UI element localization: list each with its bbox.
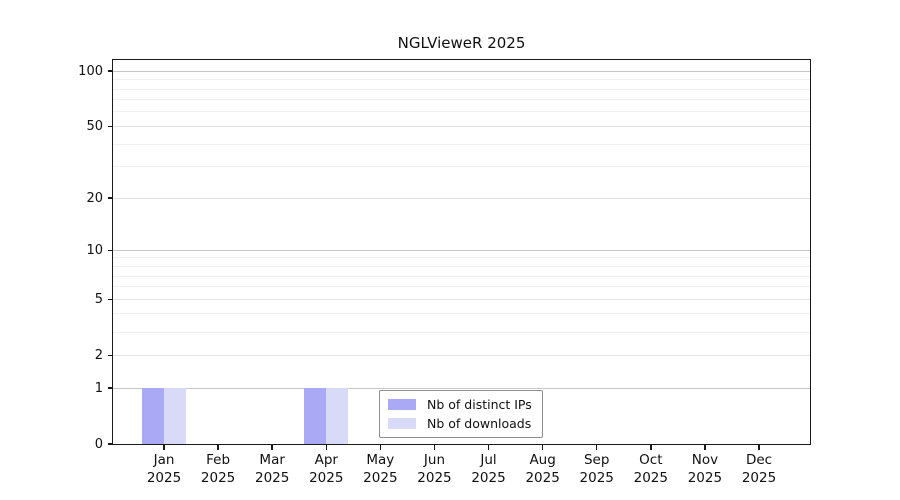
y-gridline-2 (113, 354, 810, 356)
x-label-year-mar: 2025 (254, 469, 290, 486)
y-tick-label-100: 100 (78, 63, 103, 79)
x-tick-sep (595, 445, 598, 450)
x-label-month-sep: Sep (583, 452, 610, 468)
y-gridline-1 (113, 387, 810, 389)
y-tick-50 (108, 125, 113, 128)
y-gridline-6 (113, 286, 810, 288)
x-label-jun: Jun 2025 (404, 452, 464, 487)
legend-row-distinct-ips: Nb of distinct IPs (388, 396, 532, 412)
y-tick-100 (108, 70, 113, 72)
x-label-month-jul: Jul (480, 452, 497, 468)
y-gridline-9 (113, 257, 810, 259)
x-tick-may (379, 445, 382, 450)
y-gridline-40 (113, 143, 810, 145)
y-gridline-30 (113, 166, 810, 168)
x-label-oct: Oct 2025 (621, 452, 681, 487)
y-tick-label-5: 5 (94, 291, 103, 307)
x-label-month-apr: Apr (314, 452, 338, 468)
legend-label-downloads: Nb of downloads (427, 415, 532, 431)
x-label-year-jun: 2025 (417, 469, 452, 486)
x-tick-aug (541, 445, 544, 450)
x-label-mar: Mar 2025 (242, 452, 302, 487)
x-tick-mar (271, 445, 273, 450)
y-gridline-80 (113, 88, 810, 90)
legend-swatch-downloads (388, 417, 416, 429)
x-label-month-jan: Jan (153, 452, 175, 468)
x-tick-nov (704, 445, 706, 450)
y-tick-label-50: 50 (86, 118, 103, 134)
x-label-year-jan: 2025 (146, 469, 182, 486)
x-label-year-oct: 2025 (633, 469, 668, 486)
legend-label-distinct-ips: Nb of distinct IPs (427, 396, 532, 412)
x-label-month-feb: Feb (206, 452, 231, 468)
x-label-month-aug: Aug (529, 452, 556, 468)
x-label-year-nov: 2025 (687, 469, 723, 486)
y-tick-label-20: 20 (86, 190, 103, 206)
x-label-feb: Feb 2025 (188, 452, 248, 487)
y-gridline-70 (113, 99, 810, 101)
x-label-year-apr: 2025 (309, 469, 344, 486)
x-label-year-aug: 2025 (525, 469, 560, 486)
x-tick-dec (758, 445, 760, 450)
x-tick-apr (325, 445, 328, 450)
y-tick-1 (108, 387, 113, 389)
x-label-nov: Nov 2025 (675, 452, 735, 487)
legend-row-downloads: Nb of downloads (388, 415, 532, 431)
y-gridline-20 (113, 197, 810, 199)
y-tick-0 (108, 443, 113, 445)
x-label-may: May 2025 (350, 452, 410, 487)
x-label-year-jul: 2025 (471, 469, 506, 486)
y-tick-label-0: 0 (94, 436, 103, 452)
x-label-dec: Dec 2025 (729, 452, 789, 487)
y-gridline-50 (113, 125, 810, 127)
y-gridline-100 (113, 70, 810, 72)
x-tick-jan (163, 445, 165, 450)
x-label-aug: Aug 2025 (513, 452, 573, 487)
x-tick-jun (433, 445, 436, 450)
x-tick-feb (217, 445, 219, 450)
x-label-sep: Sep 2025 (567, 452, 627, 487)
x-label-year-sep: 2025 (579, 469, 614, 486)
bar-downloads-jan (164, 388, 186, 444)
y-tick-2 (108, 354, 113, 356)
y-tick-5 (108, 298, 113, 300)
y-gridline-10 (113, 249, 810, 251)
bar-distinct-ips-jan (142, 388, 164, 444)
x-label-month-jun: Jun (423, 452, 445, 468)
bar-downloads-apr (326, 388, 349, 444)
y-gridline-5 (113, 298, 810, 300)
x-label-apr: Apr 2025 (296, 452, 356, 487)
y-tick-label-2: 2 (94, 347, 103, 363)
y-gridline-4 (113, 313, 810, 315)
x-tick-jul (487, 445, 490, 450)
y-gridline-3 (113, 331, 810, 333)
x-label-year-may: 2025 (363, 469, 398, 486)
y-tick-label-1: 1 (94, 380, 103, 396)
legend: Nb of distinct IPs Nb of downloads (379, 390, 543, 438)
x-label-year-dec: 2025 (741, 469, 777, 486)
y-gridline-90 (113, 79, 810, 81)
x-label-month-dec: Dec (745, 452, 773, 468)
y-tick-label-10: 10 (86, 242, 103, 258)
x-label-jan: Jan 2025 (134, 452, 194, 487)
y-tick-20 (108, 197, 113, 199)
x-label-month-mar: Mar (259, 452, 285, 468)
y-tick-10 (108, 249, 113, 252)
plot-area (113, 60, 810, 444)
x-label-month-may: May (366, 452, 395, 468)
legend-swatch-distinct-ips (388, 398, 416, 410)
x-label-month-oct: Oct (639, 452, 663, 468)
x-tick-oct (650, 445, 652, 450)
x-label-year-feb: 2025 (200, 469, 236, 486)
y-gridline-60 (113, 111, 810, 113)
y-gridline-8 (113, 266, 810, 267)
bar-distinct-ips-apr (304, 388, 327, 444)
y-gridline-7 (113, 275, 810, 277)
x-label-jul: Jul 2025 (459, 452, 519, 487)
chart-title: NGLVieweR 2025 (397, 34, 526, 52)
x-label-month-nov: Nov (691, 452, 719, 468)
